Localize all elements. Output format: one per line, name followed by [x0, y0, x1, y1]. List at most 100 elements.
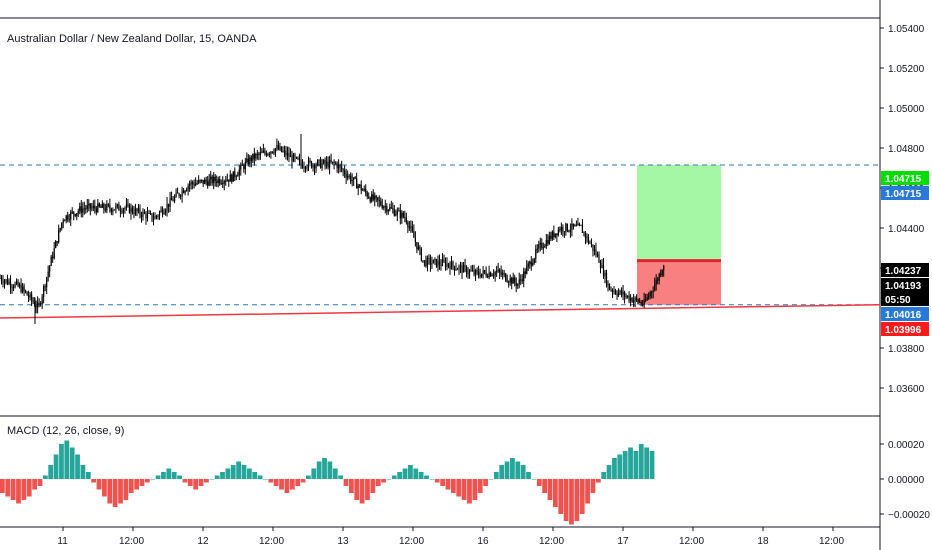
candle-body [92, 205, 94, 208]
candle-body [85, 208, 87, 210]
macd-tick-label: 0.00020 [888, 440, 925, 451]
candle-body [640, 301, 642, 304]
take-profit-tag-bg[interactable] [881, 171, 929, 185]
candle-body [571, 223, 573, 230]
price-tick-label: 1.03800 [888, 344, 925, 355]
candle-body [509, 278, 511, 283]
candle-body [473, 270, 475, 275]
candle-body [73, 211, 75, 215]
candle-body [313, 164, 316, 169]
take-profit-tag-2-bg[interactable] [881, 186, 929, 200]
macd-bar-positive [504, 461, 510, 479]
macd-bar-positive [252, 472, 258, 479]
candle-body [21, 286, 24, 292]
candle-body [178, 193, 180, 196]
candle-body [381, 204, 383, 209]
candle-body [464, 265, 466, 267]
macd-bar-positive [80, 465, 86, 479]
candle-body [521, 279, 523, 282]
candle-body [44, 286, 46, 288]
candle-body [216, 181, 218, 184]
candle-body [410, 226, 412, 228]
candle-body [319, 159, 322, 168]
candle-body [204, 179, 206, 184]
macd-bar-positive [606, 465, 612, 479]
candle-body [380, 201, 382, 205]
macd-bar-positive [155, 475, 161, 479]
candle-body [386, 206, 388, 212]
candle-body [279, 146, 281, 150]
macd-bar-negative [26, 479, 32, 497]
candle-body [568, 230, 570, 232]
candle-body [634, 297, 636, 301]
candle-body [562, 226, 564, 232]
candle-body [431, 263, 433, 265]
price-tick-label: 1.03600 [888, 384, 925, 395]
macd-bar-negative [295, 479, 301, 486]
candle-body [286, 152, 289, 156]
price-tick-label: 1.04800 [888, 144, 925, 155]
candle-body [592, 244, 594, 251]
macd-bar-positive [493, 472, 499, 479]
macd-bar-positive [526, 472, 531, 479]
candle-body [170, 197, 173, 201]
candle-body [231, 174, 233, 182]
candle-body [404, 216, 406, 219]
macd-bar-negative [536, 479, 542, 486]
candle-body [443, 259, 445, 262]
candle-body [446, 263, 448, 267]
candle-body [134, 208, 137, 214]
macd-bar-negative [139, 479, 145, 486]
candle-body [98, 203, 100, 207]
candle-body [633, 300, 635, 303]
candle-body [611, 290, 614, 292]
take-profit-zone[interactable] [637, 165, 721, 261]
candle-body [435, 259, 438, 267]
candle-body [222, 183, 224, 185]
stop-tag-bg[interactable] [881, 307, 929, 321]
candle-body [604, 272, 606, 277]
candle-body [167, 203, 170, 207]
candle-body [490, 272, 492, 277]
stop-loss-zone[interactable] [637, 260, 721, 305]
trend-line[interactable] [0, 304, 881, 319]
candle-body [551, 231, 553, 239]
candle-body [321, 163, 323, 168]
trend-price-tag-bg[interactable] [881, 322, 929, 336]
candle-body [649, 292, 651, 296]
candle-body [535, 249, 537, 259]
candle-body [119, 210, 121, 212]
macd-bar-negative [182, 479, 188, 483]
time-tick-label: 12:00 [119, 536, 144, 547]
candle-body [38, 302, 40, 304]
candle-body [336, 163, 338, 169]
candle-body [152, 219, 155, 221]
candle-body [208, 179, 210, 186]
candle-body [362, 190, 364, 192]
candle-body [196, 182, 198, 184]
last-price-tag-bg[interactable] [881, 278, 929, 292]
macd-bar-positive [628, 447, 633, 479]
candle-body [616, 293, 618, 296]
macd-bar-negative [552, 479, 558, 507]
candle-body [291, 155, 293, 162]
candle-body [390, 207, 392, 209]
candle-body [258, 153, 260, 155]
entry-tag-bg[interactable] [881, 263, 929, 277]
candle-body [234, 171, 236, 177]
candle-body [553, 231, 555, 237]
macd-bar-negative [467, 479, 472, 504]
candle-body [309, 160, 311, 162]
candle-body [396, 210, 398, 215]
countdown-tag-bg[interactable] [881, 292, 929, 306]
candle-body [14, 283, 16, 288]
candle-body [661, 270, 663, 275]
candle-body [625, 296, 627, 298]
candle-body [207, 181, 209, 186]
candle-body [104, 208, 106, 211]
candle-body [575, 225, 578, 227]
candle-body [41, 296, 43, 305]
candle-body [456, 269, 459, 271]
